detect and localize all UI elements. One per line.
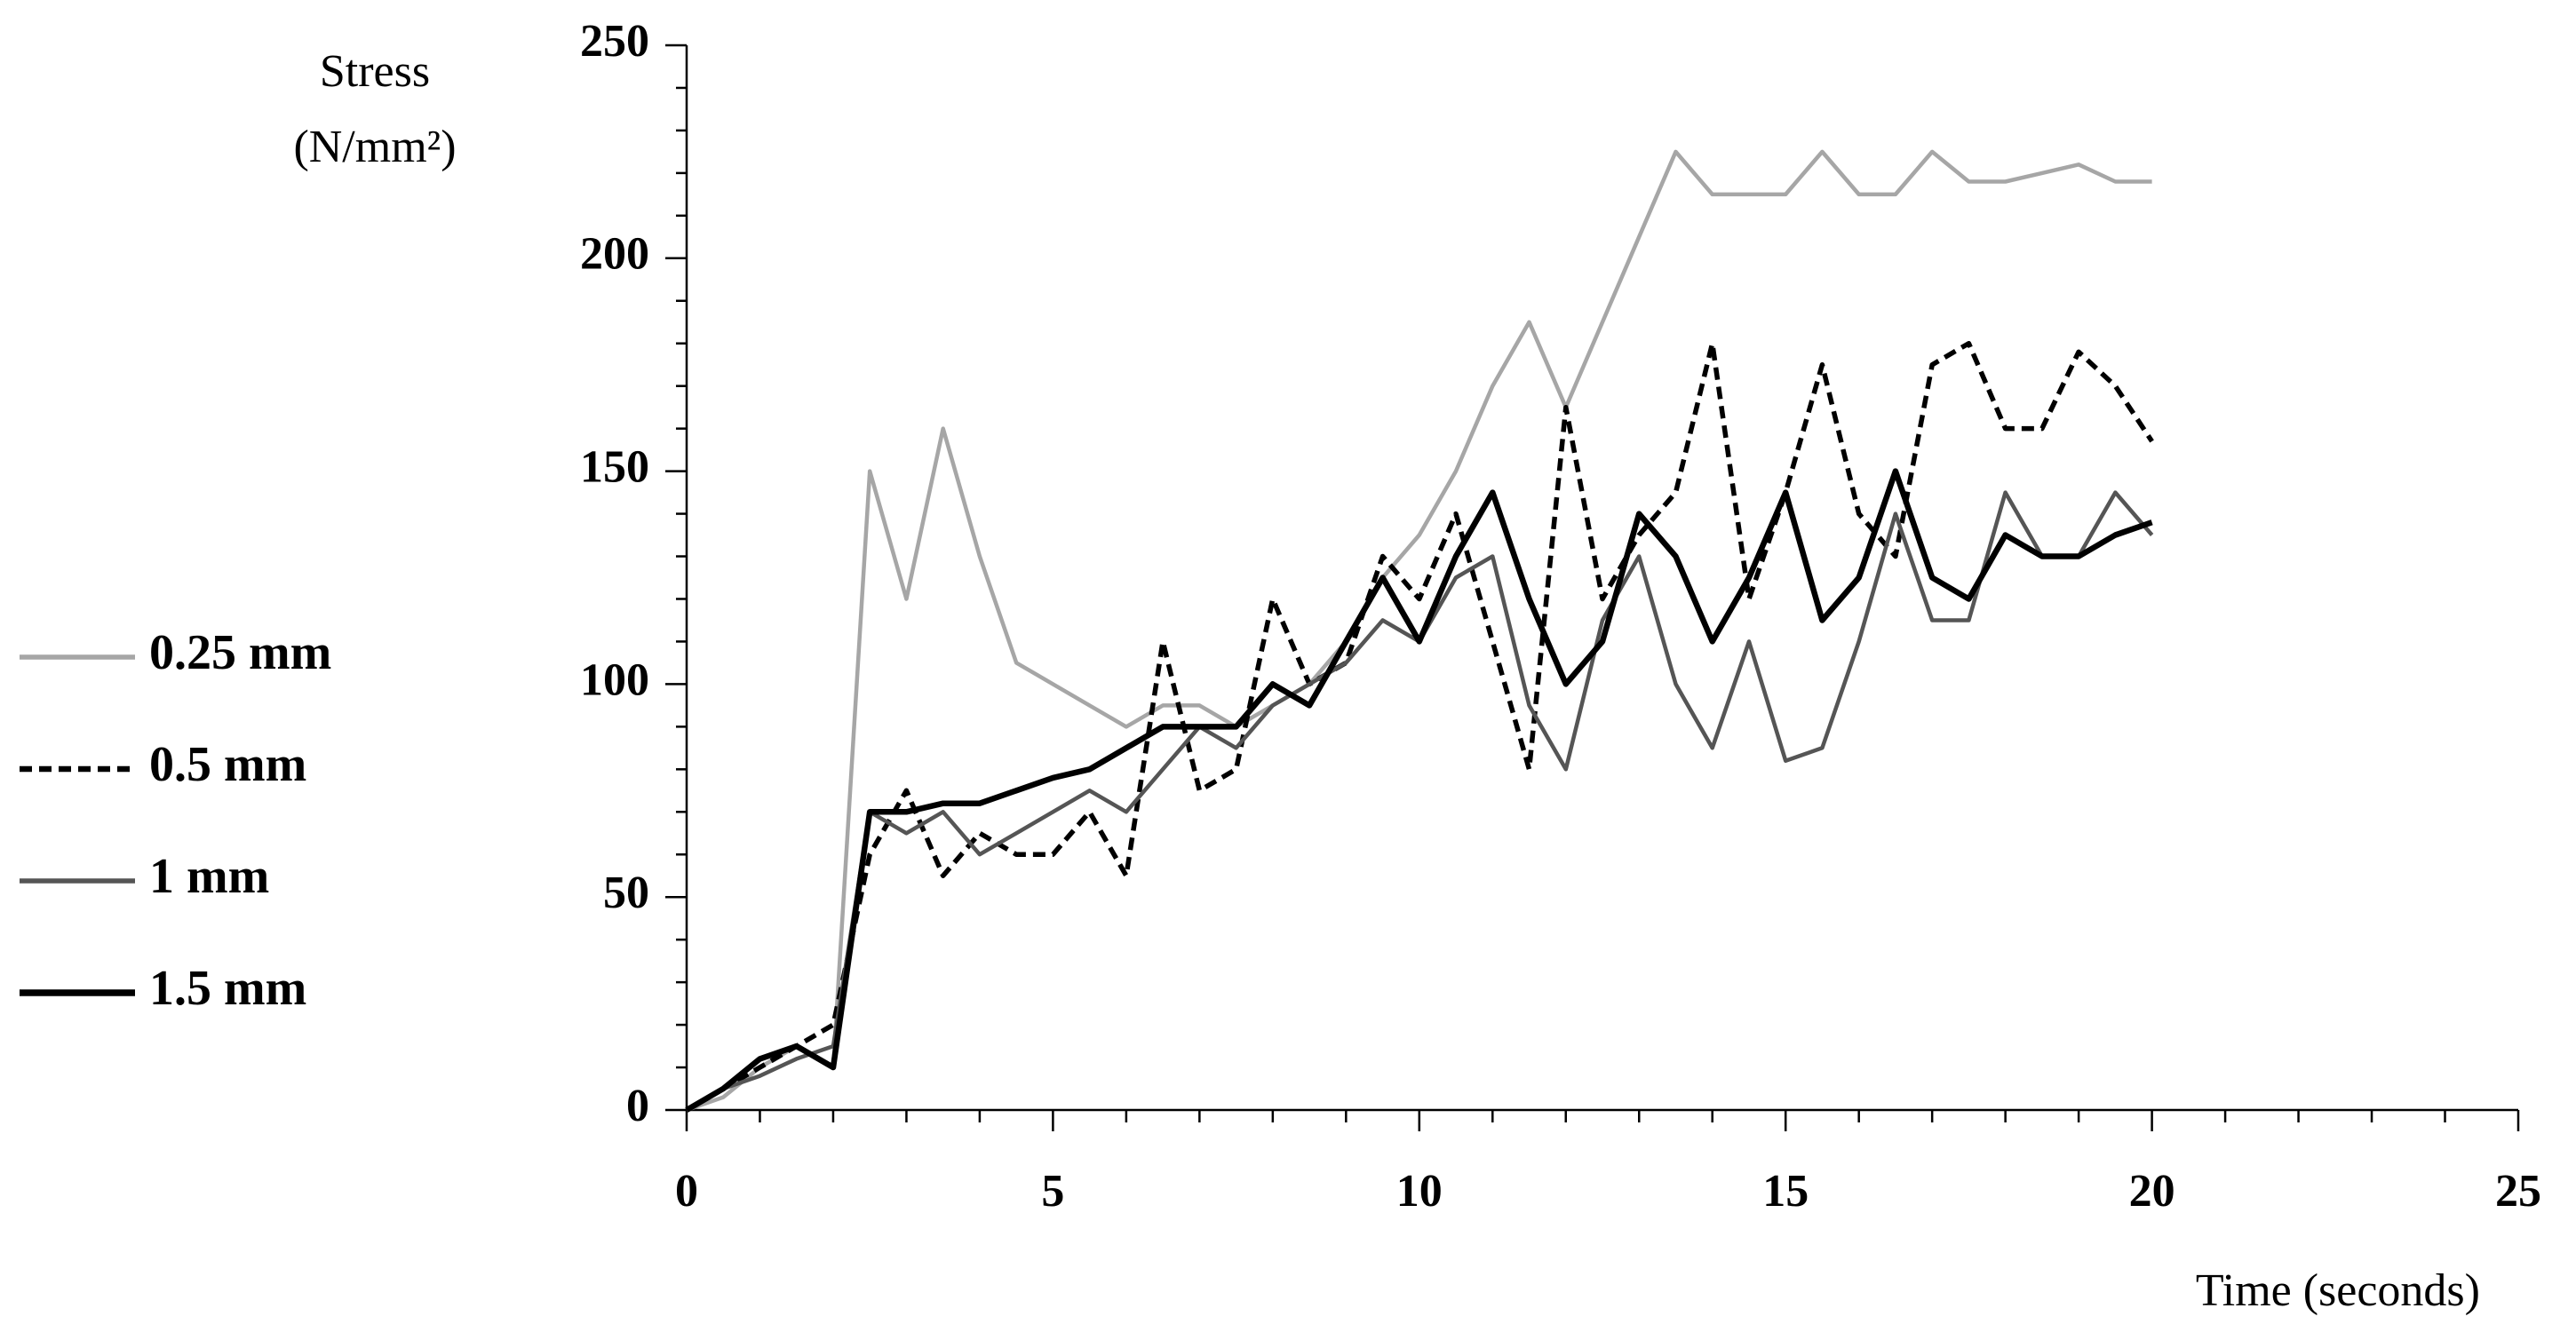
data-line xyxy=(685,490,2154,1112)
x-tick-label: 5 xyxy=(1041,1166,1064,1217)
x-axis-label: Time (seconds) xyxy=(2196,1265,2480,1316)
y-tick-label: 150 xyxy=(580,442,649,493)
y-tick-label: 0 xyxy=(626,1081,649,1131)
y-axis-label: Stress xyxy=(320,46,430,97)
x-tick-label: 15 xyxy=(1762,1166,1809,1217)
y-tick-label: 100 xyxy=(580,654,649,705)
data-line xyxy=(685,468,2153,1113)
y-tick-label: 50 xyxy=(603,868,649,918)
legend-label: 0.5 mm xyxy=(149,737,306,792)
x-tick-label: 20 xyxy=(2129,1166,2175,1217)
legend-label: 1.5 mm xyxy=(149,961,306,1016)
data-line xyxy=(686,149,2152,1113)
legend-label: 0.25 mm xyxy=(149,625,331,680)
x-tick-label: 25 xyxy=(2495,1166,2541,1217)
x-tick-label: 10 xyxy=(1396,1166,1443,1217)
y-tick-label: 200 xyxy=(580,229,649,280)
y-tick-label: 250 xyxy=(580,16,649,67)
legend-label: 1 mm xyxy=(149,849,269,904)
y-axis-label: (N/mm²) xyxy=(293,122,456,172)
data-line xyxy=(685,340,2154,1113)
x-tick-label: 0 xyxy=(675,1166,698,1217)
